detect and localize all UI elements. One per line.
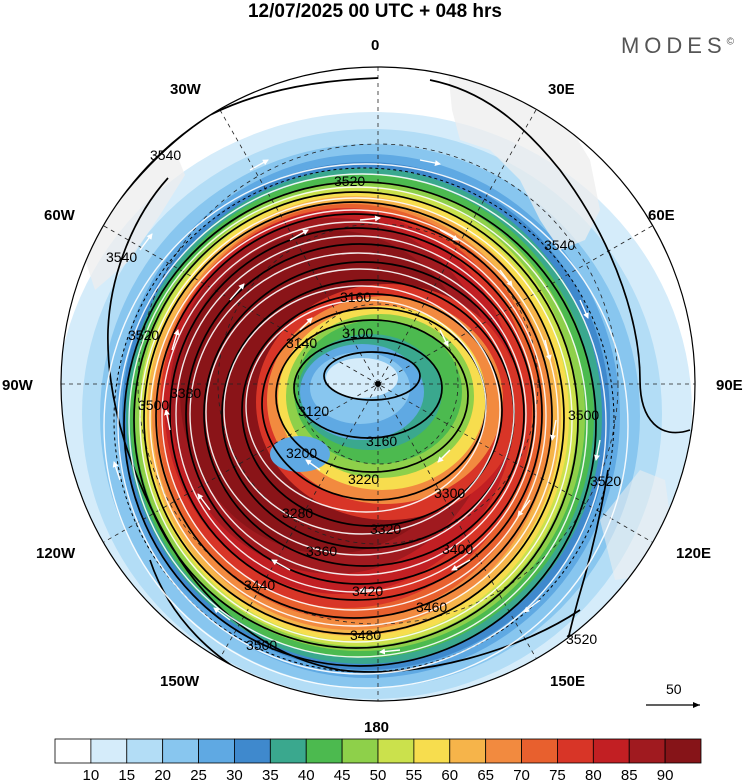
colorbar-label: 85 [621, 767, 638, 782]
contour-label: 3460 [416, 599, 447, 615]
contour-label: 3540 [544, 237, 575, 253]
longitude-label-150e: 150E [550, 673, 585, 690]
reference-vector: 50 [646, 681, 700, 708]
contour-label: 3400 [442, 541, 473, 557]
contour-label: 3520 [566, 631, 597, 647]
contour-label: 3540 [106, 249, 137, 265]
dashed-contour [113, 167, 615, 673]
colorbar-swatch [90, 738, 128, 764]
contour-label: 3520 [128, 327, 159, 343]
longitude-label-30e: 30E [548, 81, 575, 98]
contour-label: 3540 [150, 147, 181, 163]
contour-label: 3440 [244, 577, 275, 593]
longitude-label-120e: 120E [676, 545, 711, 562]
colorbar-label: 75 [549, 767, 566, 782]
colorbar-label: 50 [370, 767, 387, 782]
contour-label: 3160 [340, 289, 371, 305]
colorbar-swatch [162, 738, 199, 764]
contour-label: 3520 [590, 473, 621, 489]
longitude-label-150w: 150W [160, 673, 200, 690]
contour-label: 3480 [350, 627, 381, 643]
colorbar-swatch [557, 738, 594, 764]
contour-label: 3200 [286, 445, 317, 461]
contour-label: 3420 [352, 583, 383, 599]
longitude-label-60e: 60E [648, 207, 675, 224]
contour-label: 3320 [370, 521, 401, 537]
colorbar-label: 70 [513, 767, 530, 782]
longitude-label-60w: 60W [44, 207, 76, 224]
colorbar-label: 80 [585, 767, 602, 782]
colorbar-label: 40 [298, 767, 315, 782]
contour-label: 3520 [334, 173, 365, 189]
colorbar-label: 55 [406, 767, 423, 782]
wind-streamlines [103, 163, 629, 689]
colorbar-swatch [521, 738, 558, 764]
colorbar-label: 90 [657, 767, 674, 782]
copyright-mark: © [726, 36, 734, 48]
colorbar-swatch [485, 738, 522, 764]
map-title: 12/07/2025 00 UTC + 048 hrs [247, 1, 503, 22]
contour-label: 3500 [246, 637, 277, 653]
contour-label: 3500 [138, 397, 169, 413]
colorbar-swatch [377, 738, 415, 764]
colorbar-label: 15 [118, 767, 135, 782]
contour-label: 3160 [366, 433, 397, 449]
colorbar-label: 10 [83, 767, 100, 782]
colorbar-swatch [413, 738, 451, 764]
colorbar-swatch [664, 738, 702, 764]
colorbar-label: 60 [441, 767, 458, 782]
colorbar-swatch [234, 738, 271, 764]
longitude-label-120w: 120W [36, 545, 76, 562]
contour-label: 3300 [434, 485, 465, 501]
contour-labels: 3100 3120 3140 3160 3160 3200 3220 3280 … [106, 147, 621, 653]
longitude-label-top: 0 [371, 37, 379, 54]
contour-label: 3120 [298, 403, 329, 419]
colorbar-label: 65 [477, 767, 494, 782]
longitude-labels: 0 30E 60E 90E 120E 150E 180 150W 120W 90… [2, 37, 743, 736]
longitude-label-180: 180 [364, 719, 389, 736]
longitude-label-90w: 90W [2, 377, 34, 394]
colorbar-swatch [54, 738, 92, 764]
colorbar: 10 15 20 25 30 35 40 45 50 55 60 65 70 75 80 85 90 [54, 738, 702, 782]
longitude-label-90e: 90E [716, 377, 743, 394]
colorbar-swatch [449, 738, 487, 764]
colorbar-label: 25 [190, 767, 207, 782]
contour-label: 3500 [568, 407, 599, 423]
contour-label: 3280 [282, 505, 313, 521]
map-border [60, 66, 696, 702]
contour-label: 3220 [348, 471, 379, 487]
contour-label: 3380 [170, 385, 201, 401]
colorbar-swatch [341, 738, 379, 764]
colorbar-swatch [592, 738, 630, 764]
colorbar-swatch [269, 738, 307, 764]
contour-label: 3140 [286, 335, 317, 351]
colorbar-label: 45 [334, 767, 351, 782]
colorbar-label: 20 [154, 767, 171, 782]
colorbar-swatch [126, 738, 164, 764]
longitude-label-30w: 30W [170, 81, 202, 98]
colorbar-swatch [305, 738, 343, 764]
brand-logo: MODES© [621, 33, 734, 59]
colorbar-swatch [198, 738, 235, 764]
pole-marker [375, 381, 381, 387]
brand-name: MODES [620, 33, 727, 58]
contour-label: 3360 [306, 543, 337, 559]
colorbar-swatch [628, 738, 666, 764]
contour-label: 3100 [342, 325, 373, 341]
reference-vector-label: 50 [666, 681, 682, 697]
colorbar-label: 35 [262, 767, 279, 782]
south-america-land [82, 150, 185, 290]
colorbar-label: 30 [226, 767, 243, 782]
